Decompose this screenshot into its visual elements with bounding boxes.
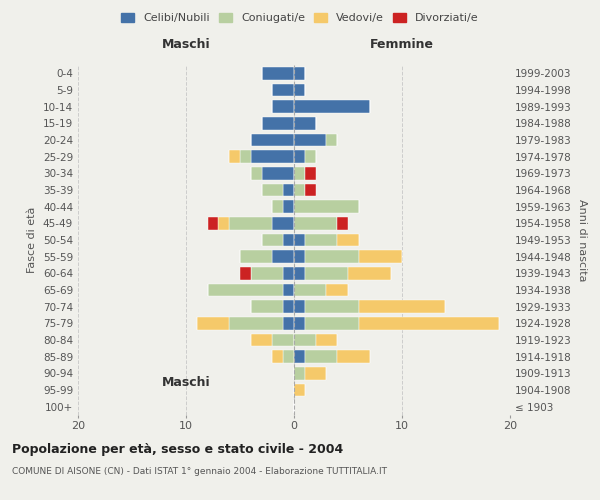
Bar [305, 350, 337, 363]
Bar [272, 217, 294, 230]
Text: COMUNE DI AISONE (CN) - Dati ISTAT 1° gennaio 2004 - Elaborazione TUTTITALIA.IT: COMUNE DI AISONE (CN) - Dati ISTAT 1° ge… [12, 468, 387, 476]
Bar [294, 200, 359, 213]
Bar [294, 117, 316, 130]
Bar [359, 250, 402, 263]
Bar [283, 317, 294, 330]
Text: Popolazione per età, sesso e stato civile - 2004: Popolazione per età, sesso e stato civil… [12, 442, 343, 456]
Bar [251, 334, 272, 346]
Bar [272, 350, 283, 363]
Bar [283, 200, 294, 213]
Bar [348, 267, 391, 280]
Bar [294, 67, 305, 80]
Bar [229, 317, 283, 330]
Bar [229, 150, 240, 163]
Bar [305, 150, 316, 163]
Bar [240, 250, 272, 263]
Bar [272, 84, 294, 96]
Bar [262, 184, 283, 196]
Bar [283, 284, 294, 296]
Bar [305, 300, 359, 313]
Bar [251, 267, 283, 280]
Bar [283, 267, 294, 280]
Text: Maschi: Maschi [161, 38, 211, 51]
Y-axis label: Anni di nascita: Anni di nascita [577, 198, 587, 281]
Bar [283, 184, 294, 196]
Bar [294, 167, 305, 179]
Bar [359, 317, 499, 330]
Bar [294, 367, 305, 380]
Bar [262, 117, 294, 130]
Bar [218, 217, 229, 230]
Bar [294, 234, 305, 246]
Bar [272, 334, 294, 346]
Bar [262, 234, 283, 246]
Bar [294, 334, 316, 346]
Bar [294, 134, 326, 146]
Bar [294, 267, 305, 280]
Bar [283, 300, 294, 313]
Text: Maschi: Maschi [161, 376, 211, 390]
Bar [294, 317, 305, 330]
Bar [316, 334, 337, 346]
Bar [251, 150, 294, 163]
Bar [359, 300, 445, 313]
Bar [337, 217, 348, 230]
Y-axis label: Fasce di età: Fasce di età [28, 207, 37, 273]
Bar [251, 300, 283, 313]
Bar [208, 284, 283, 296]
Bar [197, 317, 229, 330]
Bar [294, 217, 337, 230]
Bar [305, 267, 348, 280]
Text: Femmine: Femmine [370, 38, 434, 51]
Bar [305, 184, 316, 196]
Bar [208, 217, 218, 230]
Bar [272, 200, 283, 213]
Bar [229, 217, 272, 230]
Bar [294, 84, 305, 96]
Bar [262, 67, 294, 80]
Bar [240, 267, 251, 280]
Bar [326, 284, 348, 296]
Bar [272, 250, 294, 263]
Bar [305, 367, 326, 380]
Bar [305, 317, 359, 330]
Bar [262, 167, 294, 179]
Bar [294, 284, 326, 296]
Bar [294, 150, 305, 163]
Bar [283, 350, 294, 363]
Bar [294, 350, 305, 363]
Bar [305, 234, 337, 246]
Bar [294, 384, 305, 396]
Bar [283, 234, 294, 246]
Bar [294, 184, 305, 196]
Bar [305, 167, 316, 179]
Legend: Celibi/Nubili, Coniugati/e, Vedovi/e, Divorziati/e: Celibi/Nubili, Coniugati/e, Vedovi/e, Di… [117, 8, 483, 28]
Bar [294, 300, 305, 313]
Bar [240, 150, 251, 163]
Bar [294, 100, 370, 113]
Bar [251, 167, 262, 179]
Bar [326, 134, 337, 146]
Bar [294, 250, 305, 263]
Bar [305, 250, 359, 263]
Bar [272, 100, 294, 113]
Bar [251, 134, 294, 146]
Bar [337, 234, 359, 246]
Bar [337, 350, 370, 363]
